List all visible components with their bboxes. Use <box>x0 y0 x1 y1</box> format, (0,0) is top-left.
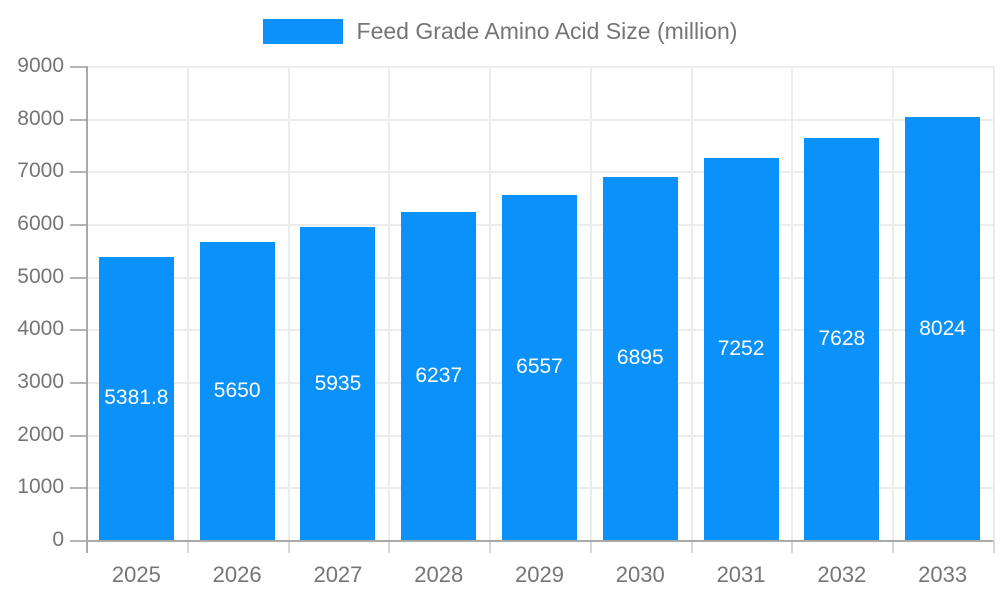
y-axis-tick <box>70 540 86 542</box>
gridline-horizontal <box>86 66 993 68</box>
y-axis-tick <box>70 276 86 279</box>
y-axis-tick <box>70 329 86 332</box>
y-tick-label: 1000 <box>17 475 64 499</box>
bar-value-label: 6557 <box>516 355 563 379</box>
gridline-vertical <box>791 66 794 540</box>
x-tick-label: 2027 <box>313 562 363 587</box>
bar-value-label: 8024 <box>919 316 966 340</box>
y-axis-tick <box>70 171 86 174</box>
y-tick-label: 2000 <box>17 422 64 446</box>
gridline-horizontal <box>86 171 993 174</box>
y-tick-label: 6000 <box>17 212 64 235</box>
bar-value-label: 6895 <box>616 346 664 370</box>
bar-value-label: 6237 <box>415 363 463 387</box>
gridline-vertical <box>892 66 895 540</box>
bar[interactable] <box>401 211 477 540</box>
y-tick-label: 7000 <box>17 159 64 183</box>
y-axis-line <box>86 66 88 553</box>
gridline-vertical <box>690 66 693 540</box>
x-tick-label: 2030 <box>615 562 665 587</box>
chart-title: Feed Grade Amino Acid Size (million) <box>356 18 738 44</box>
y-axis-tick <box>70 66 86 68</box>
x-tick-label: 2031 <box>716 562 766 587</box>
gridline-horizontal <box>86 118 993 121</box>
bar[interactable] <box>602 176 678 540</box>
x-axis-line <box>86 540 993 542</box>
y-tick-label: 8000 <box>17 106 64 130</box>
bar-value-label: 7628 <box>818 327 866 351</box>
y-tick-label: 5000 <box>17 264 64 288</box>
y-axis-tick <box>70 382 86 384</box>
gridline-vertical <box>589 66 592 540</box>
bar[interactable] <box>98 256 174 540</box>
x-axis-tick <box>690 540 693 553</box>
gridline-vertical <box>287 66 290 540</box>
legend-item[interactable]: Feed Grade Amino Acid Size (million) <box>0 18 1000 45</box>
x-axis-tick <box>892 540 895 553</box>
bar-value-label: 5381.8 <box>104 386 169 410</box>
bar[interactable] <box>804 138 880 540</box>
gridline-vertical <box>388 66 391 540</box>
y-axis-tick <box>70 487 86 490</box>
y-tick-label: 0 <box>52 528 64 551</box>
x-axis-tick <box>186 540 189 553</box>
y-axis-tick <box>70 224 86 226</box>
gridline-vertical <box>489 66 492 540</box>
bar[interactable] <box>199 242 275 540</box>
legend-swatch <box>262 19 343 44</box>
bar[interactable] <box>502 194 577 540</box>
y-axis-tick <box>70 118 86 121</box>
bar[interactable] <box>905 117 981 540</box>
bar-value-label: 7252 <box>717 337 765 361</box>
x-axis-tick <box>791 540 794 553</box>
gridline-vertical <box>993 66 995 540</box>
bar[interactable] <box>703 158 779 540</box>
x-tick-label: 2025 <box>111 562 161 587</box>
bar-value-label: 5650 <box>213 379 261 403</box>
x-tick-label: 2026 <box>212 562 262 587</box>
y-tick-label: 9000 <box>17 54 64 77</box>
y-tick-label: 4000 <box>17 317 64 341</box>
x-tick-label: 2029 <box>515 562 564 587</box>
x-tick-label: 2032 <box>817 562 867 587</box>
x-axis-tick <box>589 540 592 553</box>
y-tick-label: 3000 <box>17 370 64 393</box>
x-tick-label: 2028 <box>414 562 464 587</box>
y-axis-tick <box>70 434 86 437</box>
x-axis-tick <box>489 540 492 553</box>
gridline-vertical <box>186 66 189 540</box>
x-axis-tick <box>388 540 391 553</box>
x-axis-tick <box>287 540 290 553</box>
bar-value-label: 5935 <box>314 371 362 395</box>
x-axis-tick <box>993 540 995 553</box>
x-tick-label: 2033 <box>918 562 968 587</box>
bar[interactable] <box>300 227 376 540</box>
